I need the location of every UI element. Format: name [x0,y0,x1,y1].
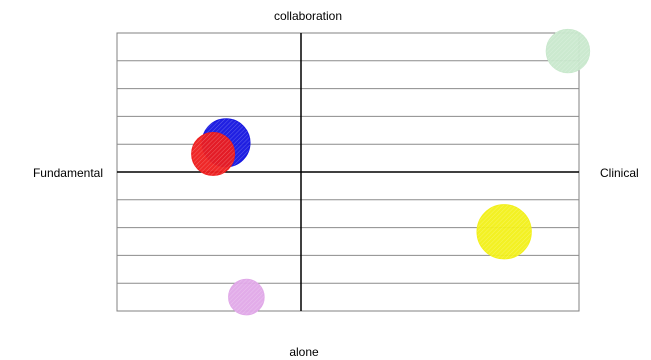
axis-label-right: Clinical [600,166,639,180]
axis-label-left: Fundamental [33,166,103,180]
bubble-3-hatch [546,29,590,73]
bubble-4-hatch [477,204,532,259]
bubbles [191,28,591,316]
axis-label-top: collaboration [274,9,342,23]
bubble-5-hatch [228,279,265,315]
bubble-2-hatch [191,132,235,176]
axis-label-bottom: alone [289,345,319,359]
